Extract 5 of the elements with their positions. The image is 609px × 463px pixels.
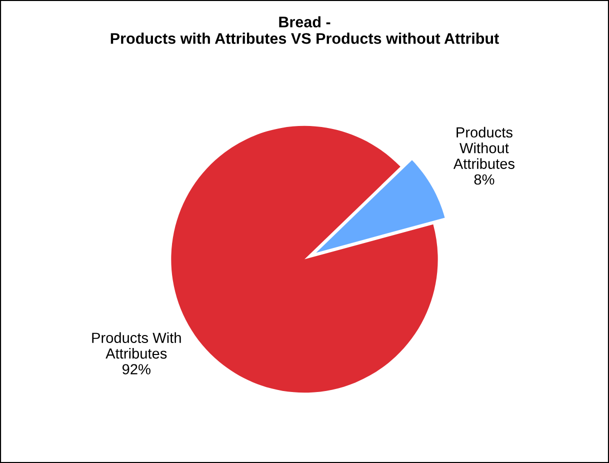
slice-label: Products With Attributes [92, 332, 181, 359]
data-label: 8% [474, 174, 494, 185]
chart-title: Bread - Products with Attributes VS Products without Attribut [110, 16, 499, 44]
data-label: 92% [122, 364, 150, 374]
slice-label: Products Without Attributes [453, 126, 514, 169]
